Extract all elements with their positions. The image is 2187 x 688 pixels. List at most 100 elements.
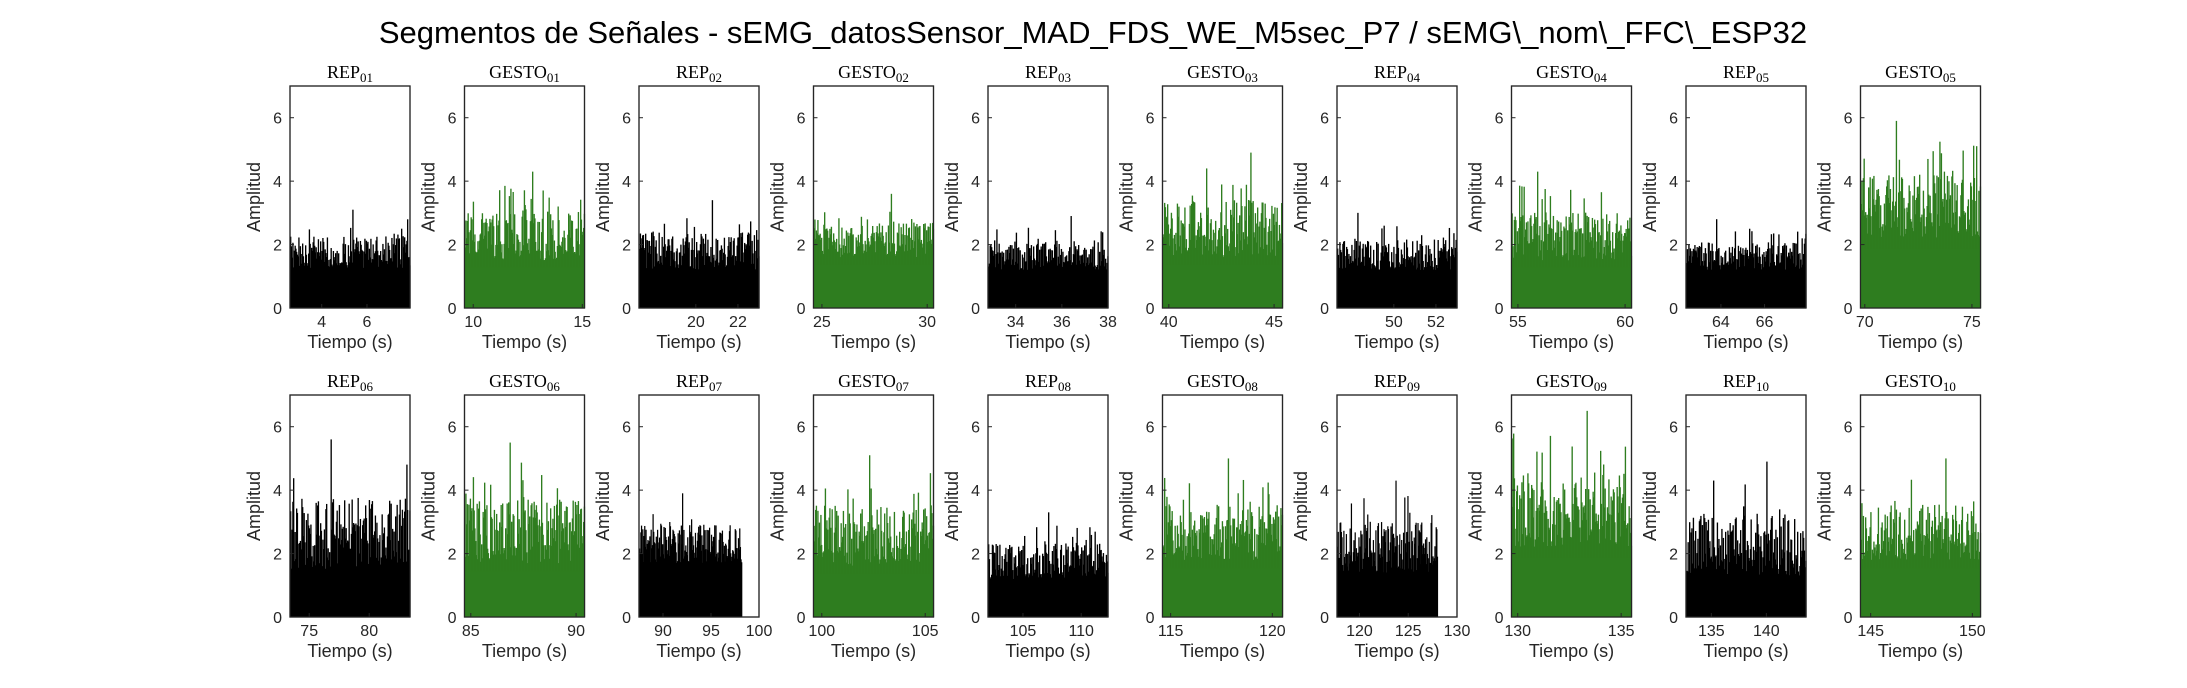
signal-bar (921, 522, 923, 617)
signal-bar (1260, 213, 1263, 308)
signal-bar (290, 511, 292, 617)
signal-bar (1970, 186, 1973, 308)
signal-bar (350, 227, 352, 308)
signal-bar (1569, 224, 1571, 308)
signal-base (1860, 248, 1981, 308)
signal-series (1337, 212, 1458, 308)
signal-bar (508, 514, 511, 617)
signal-bar (1560, 222, 1562, 308)
x-tick-label: 10 (464, 314, 482, 331)
signal-bar (1530, 215, 1532, 308)
signal-series (1860, 458, 1982, 617)
signal-bar (1794, 519, 1796, 617)
signal-bar (1420, 524, 1422, 617)
signal-bar (407, 219, 409, 308)
x-tick-label: 55 (1509, 314, 1527, 331)
signal-series (1162, 152, 1284, 308)
signal-bar (1697, 538, 1699, 617)
signal-bar (728, 237, 730, 308)
y-axis-label: Amplitud (1117, 471, 1137, 541)
x-tick-label: 120 (1346, 623, 1373, 640)
signal-bar (395, 238, 398, 308)
signal-bar (355, 523, 357, 617)
y-tick-label: 2 (622, 547, 631, 564)
signal-bar (1414, 524, 1417, 617)
signal-bar (1767, 543, 1769, 617)
signal-bar (1354, 532, 1356, 617)
signal-bar (750, 221, 752, 308)
signal-bar (320, 530, 323, 617)
signal-bar (828, 517, 830, 617)
signal-bar (557, 206, 559, 308)
subplot-title: REP01 (327, 62, 373, 85)
signal-bar (532, 223, 535, 308)
signal-bar (1281, 203, 1283, 308)
y-tick-label: 0 (1495, 301, 1504, 318)
signal-bar (1360, 530, 1362, 617)
signal-bar (1541, 199, 1543, 308)
signal-bar (1377, 523, 1380, 617)
signal-bar (867, 521, 869, 617)
signal-bar (757, 239, 759, 308)
signal-series (988, 512, 1109, 617)
x-tick-label: 110 (1068, 623, 1094, 640)
signal-bar (1357, 212, 1359, 308)
y-tick-label: 4 (273, 174, 282, 191)
signal-bar (652, 514, 654, 617)
signal-bar (383, 527, 386, 617)
subplot-rep-08: 0 2 4 6 105 110 REP08 Tiempo (s) Amplitud (942, 371, 1109, 661)
signal-bar (1176, 203, 1179, 308)
y-axis-label: Amplitud (1117, 162, 1137, 232)
signal-bar (1716, 219, 1718, 308)
signal-bar (472, 477, 475, 617)
signal-bar (1237, 493, 1239, 617)
signal-bar (482, 511, 484, 617)
signal-bar (1744, 484, 1746, 617)
signal-bar (818, 522, 821, 617)
signal-bar (402, 236, 404, 308)
signal-bar (1011, 546, 1013, 617)
signal-bar (1718, 538, 1720, 617)
x-tick-label: 38 (1099, 314, 1117, 331)
signal-bar (553, 505, 556, 617)
signal-bar (1056, 525, 1058, 617)
y-tick-label: 6 (1495, 111, 1504, 128)
subplot-rep-05: 0 2 4 6 64 66 REP05 Tiempo (s) Amplitud (1640, 62, 1807, 352)
y-tick-label: 4 (1146, 483, 1155, 500)
signal-bar (729, 525, 731, 617)
signal-bar (1602, 218, 1604, 308)
signal-bar (1608, 223, 1610, 308)
signal-bar (528, 524, 530, 617)
x-axis-label: Tiempo (s) (1529, 641, 1614, 661)
signal-bar (1337, 531, 1339, 617)
signal-bar (1543, 222, 1546, 308)
signal-bar (1707, 530, 1709, 617)
signal-bar (1756, 513, 1758, 617)
signal-bar (645, 233, 647, 308)
signal-bar (1613, 492, 1615, 617)
signal-bar (1024, 535, 1026, 617)
subplot-gesto-10: 0 2 4 6 145 150 GESTO10 Tiempo (s) Amplitud (1815, 371, 1986, 661)
signal-bar (352, 527, 354, 617)
signal-bar (1575, 482, 1577, 617)
signal-bar (814, 219, 816, 308)
signal-bar (1520, 217, 1522, 308)
signal-series (290, 439, 411, 617)
signal-bar (374, 515, 377, 617)
signal-bar (1971, 516, 1973, 617)
signal-bar (1100, 549, 1102, 617)
signal-bar (1188, 483, 1191, 617)
signal-bar (852, 498, 854, 617)
signal-bar (658, 232, 660, 308)
plot-border (289, 394, 411, 618)
plot-border (638, 394, 760, 618)
signal-bar (1093, 240, 1096, 308)
signal-bar (1588, 489, 1590, 617)
signal-bar (830, 527, 832, 617)
x-tick-label: 52 (1427, 314, 1445, 331)
y-axis-label: Amplitud (1466, 471, 1486, 541)
signal-bar (403, 518, 405, 617)
signal-bar (1340, 522, 1342, 617)
signal-bar (1406, 532, 1408, 617)
signal-bar (702, 238, 705, 308)
